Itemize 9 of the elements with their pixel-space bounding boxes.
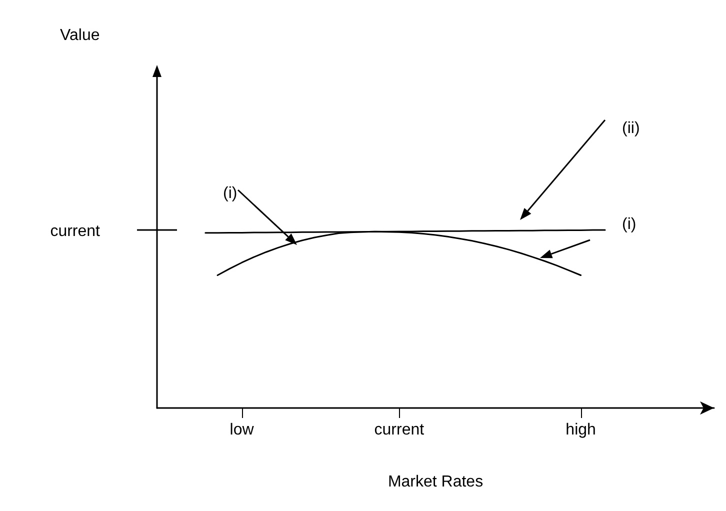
annotation: (i) — [622, 216, 636, 233]
x-tick-label: high — [566, 422, 596, 438]
text: (i) — [223, 185, 238, 202]
text: (ii) — [622, 120, 640, 137]
x-axis-title: Market Rates — [388, 474, 484, 490]
text: Value — [60, 27, 100, 44]
x-tick-label: current — [374, 422, 425, 438]
text: current — [50, 223, 101, 240]
x-tick-label: low — [230, 422, 254, 438]
